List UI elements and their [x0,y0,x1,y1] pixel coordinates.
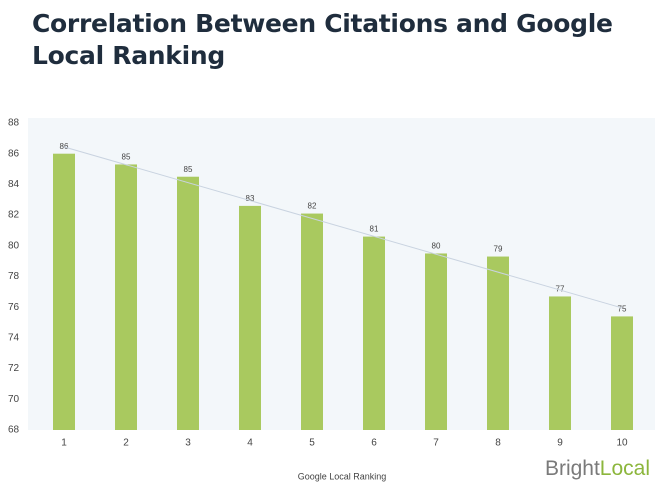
bar [487,256,509,430]
value-label: 86 [60,142,69,151]
x-tick-label: 10 [616,438,628,449]
x-tick-label: 3 [185,438,191,449]
x-axis-title: Google Local Ranking [298,471,387,481]
x-tick-label: 5 [309,438,315,449]
value-label: 82 [308,202,317,211]
x-tick-label: 8 [495,438,501,449]
x-tick-label: 9 [557,438,563,449]
y-tick-label: 72 [8,363,20,374]
bar [177,176,199,430]
x-tick-label: 4 [247,438,253,449]
logo-part: Local [600,457,650,480]
value-label: 83 [246,194,255,203]
bar [301,213,323,430]
value-label: 79 [494,245,503,254]
y-tick-label: 82 [8,210,20,221]
value-label: 80 [432,242,441,251]
bar [425,253,447,430]
value-label: 85 [122,153,131,162]
y-tick-label: 74 [8,333,20,344]
logo: BrightLocal [545,457,650,480]
y-tick-label: 80 [8,240,20,251]
x-tick-label: 6 [371,438,377,449]
trendline [63,146,623,309]
bar [239,205,261,430]
y-tick-label: 84 [8,179,20,190]
y-tick-label: 86 [8,148,20,159]
logo-part: Bright [545,457,600,480]
bar [549,296,571,430]
y-tick-label: 78 [8,271,20,282]
value-label: 81 [370,225,379,234]
x-tick-label: 2 [123,438,129,449]
y-tick-label: 88 [8,118,20,129]
bar [115,164,137,430]
value-label: 85 [184,165,193,174]
chart-title: Correlation Between Citations and Google… [32,9,613,70]
value-label: 75 [618,305,627,314]
y-tick-label: 68 [8,425,20,436]
bar [363,236,385,430]
bar [53,153,75,430]
bar [611,316,633,430]
x-tick-label: 7 [433,438,439,449]
x-tick-label: 1 [61,438,67,449]
y-tick-label: 76 [8,302,20,313]
value-label: 77 [556,285,565,294]
y-tick-label: 70 [8,394,20,405]
